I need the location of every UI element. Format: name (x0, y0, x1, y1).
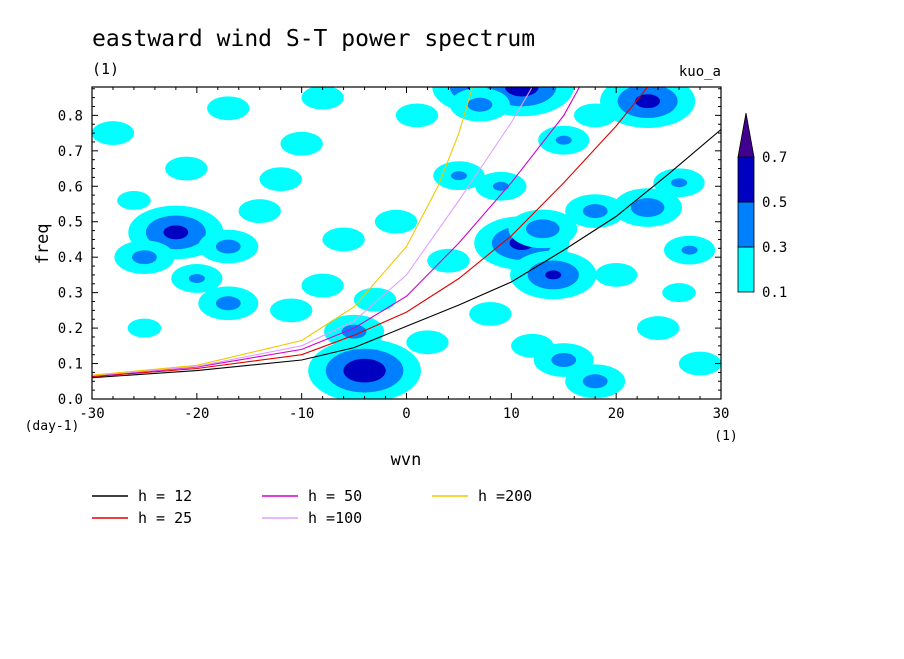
contour-blob-33-level-0 (594, 262, 638, 287)
dispersion-curve-h12 (92, 129, 721, 379)
contour-blob-29-level-0 (469, 301, 512, 326)
x-tick-label: -10 (289, 406, 314, 422)
x-axis-label: wvn (391, 450, 422, 470)
contour-blob-38-level-0 (574, 103, 617, 128)
contour-blob-6-level-2 (343, 358, 386, 383)
colorbar-segment-1 (737, 201, 755, 248)
dispersion-curve-h50 (92, 87, 580, 377)
contour-blob-13-level-2 (545, 270, 562, 280)
contour-blob-25-level-0 (395, 103, 439, 128)
legend-label-h100: h =100 (308, 509, 362, 527)
contour-blob-20-level-1 (681, 245, 698, 255)
colorbar-label: 0.3 (762, 240, 787, 256)
contour-blob-36-level-0 (322, 227, 365, 252)
contour-blob-21-level-0 (374, 209, 418, 234)
colorbar-arrow (737, 112, 755, 158)
contour-blob-27-level-0 (280, 131, 323, 156)
y-axis-unit: (day-1) (25, 419, 80, 434)
x-tick-label: 20 (608, 406, 625, 422)
contour-blob-7-level-1 (341, 324, 367, 339)
legend: h = 12 h = 25 h = 50 h =100 h =200 (92, 487, 532, 527)
contour-blob-40-level-0 (127, 318, 162, 338)
legend-label-h200: h =200 (478, 487, 532, 505)
run-label: kuo_a (679, 64, 721, 80)
y-tick-label: 0.5 (58, 215, 83, 231)
contour-blob-2-level-1 (215, 239, 241, 254)
legend-label-h12: h = 12 (138, 487, 192, 505)
contour-blob-43-level-0 (511, 333, 554, 358)
chart-subtitle: (1) (92, 60, 119, 78)
colorbar-label: 0.5 (762, 195, 787, 211)
x-tick-label: 10 (503, 406, 520, 422)
contour-blob-26-level-0 (207, 96, 250, 121)
contour-blob-19-level-1 (671, 178, 688, 188)
legend-label-h50: h = 50 (308, 487, 362, 505)
y-tick-label: 0.0 (58, 392, 83, 408)
x-tick-label: 0 (402, 406, 410, 422)
contour-blob-24-level-1 (450, 171, 467, 181)
contour-blob-45-level-1 (492, 181, 509, 191)
y-tick-label: 0.4 (58, 250, 83, 266)
dispersion-curve-h200 (92, 87, 474, 376)
colorbar-segment-0 (737, 246, 755, 293)
y-tick-label: 0.3 (58, 286, 83, 302)
contour-blob-30-level-0 (92, 121, 135, 146)
contour-blob-17-level-1 (582, 374, 608, 389)
contour-blob-34-level-0 (238, 199, 281, 224)
colorbar-label: 0.1 (762, 285, 787, 301)
y-tick-label: 0.2 (58, 321, 83, 337)
contour-blob-35-level-0 (678, 351, 721, 376)
x-tick-label: -20 (184, 406, 209, 422)
contour-blob-10-level-2 (635, 94, 661, 109)
contour-blob-37-level-0 (427, 248, 470, 273)
contour-blob-1-level-2 (163, 225, 189, 240)
y-tick-label: 0.1 (58, 357, 83, 373)
power-contours (92, 87, 721, 399)
y-tick-label: 0.6 (58, 179, 83, 195)
contour-blob-4-level-1 (188, 273, 205, 283)
contour-blob-16-level-1 (630, 198, 665, 217)
dispersion-curves (92, 87, 721, 379)
contour-blob-23-level-0 (301, 273, 344, 298)
y-tick-label: 0.7 (58, 144, 83, 160)
colorbar: 0.1 0.3 0.5 0.7 (737, 112, 787, 301)
contour-blob-15-level-1 (582, 204, 608, 219)
legend-label-h25: h = 25 (138, 509, 192, 527)
contour-blob-11-level-1 (467, 97, 493, 112)
dispersion-curve-h100 (92, 87, 533, 377)
dispersion-curve-h25 (92, 87, 649, 378)
contour-blob-41-level-0 (662, 283, 696, 303)
contour-blob-39-level-0 (165, 156, 208, 181)
chart-title: eastward wind S-T power spectrum (92, 26, 535, 52)
contour-blob-0-level-0 (117, 191, 151, 210)
contour-blob-46-level-0 (301, 87, 344, 110)
contour-blob-5-level-1 (215, 296, 241, 311)
y-axis-label: freq (33, 224, 53, 265)
y-tick-label: 0.8 (58, 108, 83, 124)
x-tick-label: -30 (79, 406, 104, 422)
contour-blob-3-level-1 (132, 250, 157, 265)
contour-blob-14-level-1 (525, 219, 560, 239)
contour-blob-32-level-1 (555, 135, 572, 145)
contour-blob-42-level-0 (406, 330, 449, 355)
x-axis-unit: (1) (714, 429, 737, 444)
x-tick-label: 30 (713, 406, 730, 422)
contour-blob-22-level-0 (259, 167, 302, 192)
colorbar-label: 0.7 (762, 150, 787, 166)
y-axis-ticks: 0.0 0.1 0.2 0.3 0.4 0.5 0.6 0.7 0.8 (58, 88, 721, 408)
contour-blob-9-level-2 (505, 87, 539, 97)
x-axis-ticks: -30 -20 -10 0 10 20 30 (79, 87, 729, 422)
contour-blob-18-level-1 (551, 353, 577, 367)
colorbar-segment-2 (737, 156, 755, 203)
contour-blob-28-level-0 (636, 316, 680, 341)
contour-blob-44-level-0 (269, 298, 313, 323)
